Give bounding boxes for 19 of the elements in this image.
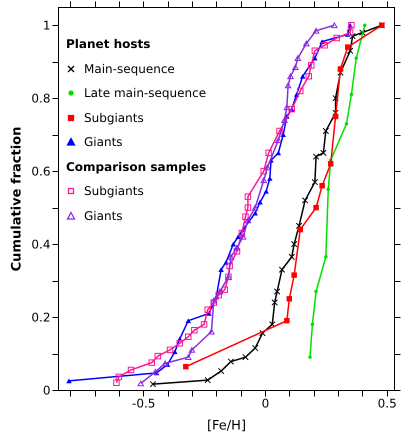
y-tick-label: 0.6	[31, 164, 50, 179]
legend-label: Subgiants	[84, 110, 144, 126]
x-axis-title: [Fe/H]	[206, 418, 246, 434]
legend-label: Late main-sequence	[84, 85, 206, 102]
y-tick-label: 1	[42, 18, 50, 33]
legend-label: Main-sequence	[84, 60, 175, 78]
annotation: Comparison samples	[66, 158, 206, 176]
y-tick-label: 0	[42, 384, 50, 398]
y-tick-label: 0.8	[31, 92, 50, 106]
legend-label: Giants	[84, 208, 123, 224]
y-axis-title: Cumulative fraction	[9, 126, 24, 272]
y-tick-label: 0.2	[31, 310, 50, 325]
legend-label: Subgiants	[84, 183, 144, 200]
y-tick-label: 0.4	[31, 238, 50, 252]
x-tick-label: -0.5	[132, 396, 156, 410]
x-tick-label: 0	[262, 396, 270, 410]
x-tick-label: 0.5	[378, 396, 397, 410]
legend-label: Giants	[84, 134, 123, 151]
legend-title: Planet hosts	[66, 36, 152, 53]
